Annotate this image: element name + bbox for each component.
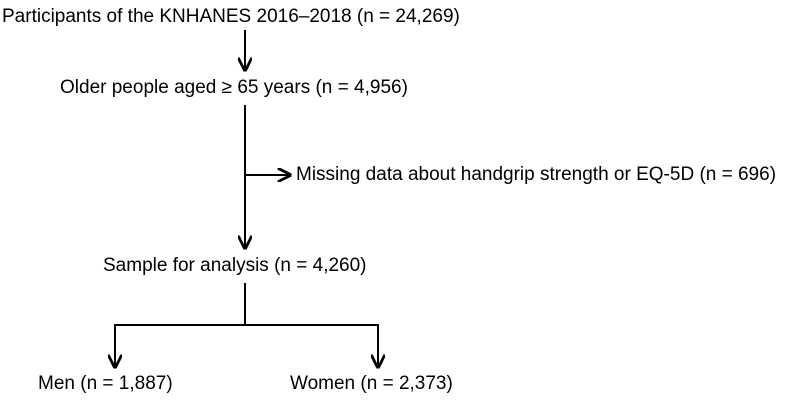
connector [114, 324, 379, 365]
node-label: Participants of the KNHANES 2016–2018 (n… [2, 6, 460, 27]
node-label: Older people aged ≥ 65 years (n = 4,956) [60, 77, 408, 98]
node-label: Men (n = 1,887) [38, 373, 173, 394]
node-label: Missing data about handgrip strength or … [296, 164, 776, 185]
node-label: Sample for analysis (n = 4,260) [103, 255, 367, 276]
node-label: Women (n = 2,373) [290, 373, 453, 394]
